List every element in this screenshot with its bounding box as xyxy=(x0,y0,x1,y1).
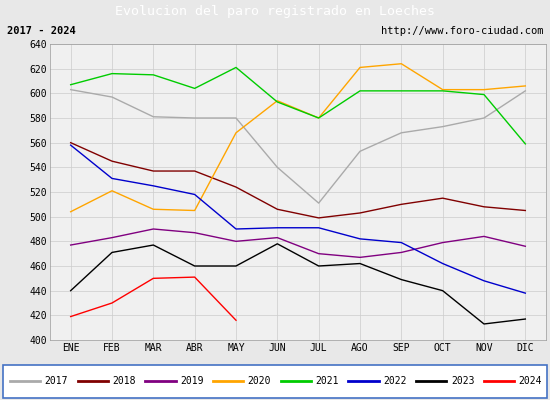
Text: http://www.foro-ciudad.com: http://www.foro-ciudad.com xyxy=(381,26,543,36)
Text: 2019: 2019 xyxy=(180,376,204,386)
Text: 2017 - 2024: 2017 - 2024 xyxy=(7,26,75,36)
Text: 2024: 2024 xyxy=(519,376,542,386)
Text: 2022: 2022 xyxy=(383,376,406,386)
Text: Evolucion del paro registrado en Loeches: Evolucion del paro registrado en Loeches xyxy=(115,4,435,18)
FancyBboxPatch shape xyxy=(3,365,547,398)
Text: 2020: 2020 xyxy=(248,376,271,386)
Text: 2021: 2021 xyxy=(316,376,339,386)
Text: 2017: 2017 xyxy=(45,376,68,386)
Text: 2023: 2023 xyxy=(451,376,474,386)
Text: 2018: 2018 xyxy=(112,376,136,386)
